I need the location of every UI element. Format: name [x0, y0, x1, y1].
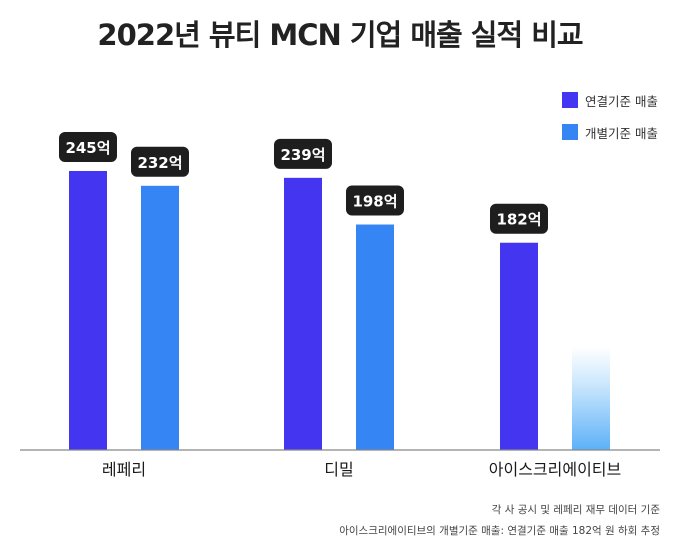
bar-1-0: [284, 177, 322, 451]
chart-title: 2022년 뷰티 MCN 기업 매출 실적 비교: [97, 18, 583, 52]
bar-0-0: [69, 171, 107, 450]
value-label-bg-1-1: [346, 185, 404, 216]
value-label-0-0: 245억: [65, 139, 110, 157]
legend-item-consolidated: 연결기준 매출: [562, 90, 658, 110]
value-label-1-0: 239억: [280, 146, 325, 164]
footnote-estimate: 아이스크리에이티브의 개별기준 매출: 연결기준 매출 182억 원 하회 추정: [339, 525, 660, 537]
value-label-1-1: 198억: [352, 193, 397, 211]
value-labels-group: 245억 232억 239억 198억 182억: [59, 132, 548, 234]
x-tick-label-0: 레페리: [102, 460, 146, 479]
value-label-bg-0-1: [131, 146, 189, 177]
legend-label-separate: 개별기준 매출: [585, 125, 658, 141]
legend-label-consolidated: 연결기준 매출: [585, 93, 658, 109]
bars-group: [69, 171, 610, 451]
value-label-2-0: 182억: [496, 211, 541, 229]
x-tick-label-1: 디밀: [324, 460, 353, 479]
value-label-0-1: 232억: [137, 154, 182, 172]
legend-swatch-consolidated: [562, 92, 578, 108]
bar-1-1: [356, 224, 394, 450]
legend-swatch-separate: [562, 124, 578, 140]
footnote-source: 각 사 공시 및 레페리 재무 데이터 기준: [491, 504, 660, 516]
value-label-bg-1-0: [274, 138, 332, 169]
bar-estimated-2-1: [572, 347, 610, 450]
bar-0-1: [141, 185, 179, 450]
value-label-bg-0-0: [59, 132, 117, 162]
bar-2-0: [500, 242, 538, 450]
x-tick-labels: 레페리 디밀 아이스크리에이티브: [102, 460, 621, 479]
legend: 연결기준 매출 개별기준 매출: [562, 90, 658, 154]
x-tick-label-2: 아이스크리에이티브: [489, 460, 621, 479]
value-label-bg-2-0: [490, 203, 548, 234]
legend-item-separate: 개별기준 매출: [562, 122, 658, 142]
